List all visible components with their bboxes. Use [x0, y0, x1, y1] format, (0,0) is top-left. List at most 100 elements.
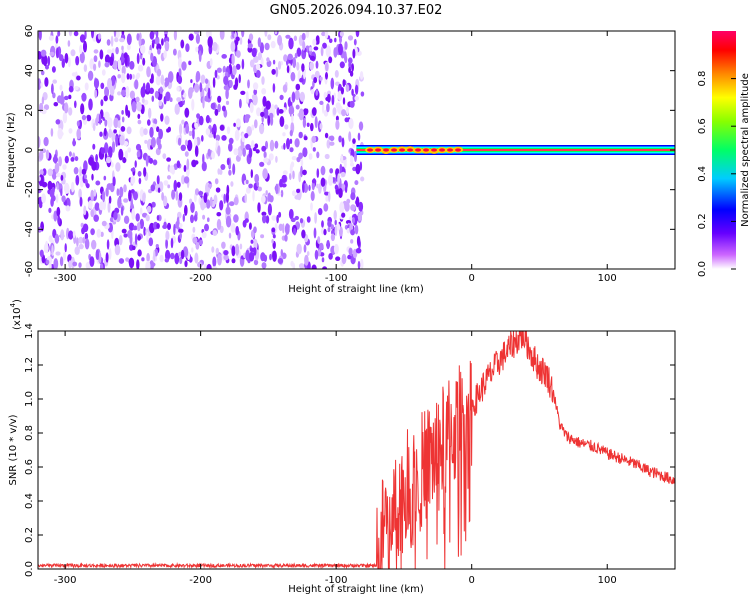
noise-blob	[216, 67, 222, 73]
noise-blob	[324, 31, 329, 39]
noise-blob	[74, 156, 79, 162]
noise-blob	[118, 258, 125, 264]
noise-blob	[245, 249, 250, 261]
noise-blob	[211, 127, 215, 135]
noise-blob	[235, 243, 240, 256]
noise-blob	[352, 166, 357, 172]
noise-blob	[78, 243, 84, 250]
noise-blob	[360, 176, 365, 182]
noise-blob	[71, 181, 75, 193]
noise-blob	[75, 175, 80, 186]
noise-blob	[141, 257, 145, 262]
noise-blob	[216, 218, 222, 231]
noise-blob	[90, 209, 94, 218]
noise-blob	[334, 219, 337, 226]
noise-blob	[162, 153, 167, 160]
noise-blob	[356, 235, 361, 247]
noise-blob	[139, 192, 143, 197]
noise-blob	[320, 177, 326, 187]
noise-blob	[164, 258, 169, 263]
noise-blob	[179, 123, 183, 135]
noise-blob	[133, 191, 138, 201]
noise-blob	[64, 243, 67, 253]
colorbar-tick-label: 0.8	[697, 71, 708, 87]
noise-blob	[115, 31, 120, 38]
noise-blob	[114, 37, 119, 43]
noise-blob	[104, 61, 110, 68]
noise-blob	[326, 239, 330, 250]
noise-blob	[173, 179, 178, 192]
noise-blob	[103, 127, 107, 137]
noise-blob	[288, 37, 294, 50]
y-tick-label: -20	[24, 181, 35, 197]
noise-blob	[217, 145, 221, 157]
noise-blob	[239, 98, 242, 109]
noise-blob	[95, 180, 101, 186]
noise-blob	[159, 86, 163, 95]
noise-blob	[261, 145, 267, 152]
noise-blob	[275, 155, 278, 163]
noise-blob	[319, 123, 323, 130]
noise-blob	[115, 162, 121, 172]
noise-blob	[119, 37, 125, 43]
noise-blob	[251, 47, 257, 58]
noise-blob	[245, 187, 251, 194]
noise-blob	[311, 107, 317, 116]
noise-blob	[112, 176, 116, 187]
noise-blob	[245, 91, 249, 103]
noise-blob	[88, 200, 93, 209]
noise-blob	[212, 256, 217, 268]
noise-blob	[64, 53, 69, 64]
noise-blob	[47, 55, 51, 67]
noise-blob	[262, 96, 267, 107]
spectrogram-signal-band	[356, 145, 675, 155]
noise-blob	[58, 54, 64, 62]
noise-blob	[81, 114, 87, 121]
noise-blob	[264, 31, 268, 37]
noise-blob	[339, 31, 344, 37]
noise-blob	[351, 63, 354, 72]
noise-blob	[55, 35, 59, 44]
noise-blob	[232, 163, 236, 175]
noise-blob	[329, 141, 335, 146]
noise-blob	[232, 65, 237, 76]
spectrogram-y-axis-label: Frequency (Hz)	[6, 112, 17, 188]
noise-blob	[62, 164, 67, 170]
noise-blob	[164, 80, 168, 88]
noise-blob	[195, 33, 200, 45]
noise-blob	[306, 122, 310, 128]
noise-blob	[207, 183, 213, 188]
noise-blob	[157, 48, 161, 55]
noise-blob	[194, 188, 200, 196]
noise-blob	[148, 237, 154, 247]
noise-blob	[311, 264, 317, 269]
noise-blob	[257, 186, 262, 192]
noise-blob	[271, 215, 277, 221]
noise-blob	[94, 89, 98, 99]
noise-blob	[317, 249, 321, 257]
noise-blob	[132, 74, 135, 80]
noise-blob	[157, 143, 162, 150]
noise-blob	[98, 113, 102, 125]
noise-blob	[73, 31, 79, 37]
noise-blob	[55, 47, 59, 59]
noise-blob	[349, 70, 354, 77]
noise-blob	[272, 250, 277, 262]
noise-blob	[169, 97, 173, 102]
noise-blob	[194, 252, 199, 264]
noise-blob	[161, 192, 165, 201]
noise-blob	[207, 36, 213, 48]
noise-blob	[306, 251, 310, 256]
noise-blob	[188, 33, 194, 41]
noise-blob	[121, 45, 124, 51]
noise-blob	[161, 38, 164, 46]
noise-blob	[235, 36, 240, 42]
noise-blob	[50, 197, 54, 207]
noise-blob	[130, 175, 136, 185]
snr-panel: -300 -200 -100 0 100 0.0 0.2 0.4 0.6 0.8 1.0 1.2 1.…	[8, 299, 676, 595]
noise-blob	[156, 126, 160, 133]
noise-blob	[184, 260, 188, 268]
noise-blob	[92, 143, 96, 150]
noise-blob	[239, 243, 243, 250]
